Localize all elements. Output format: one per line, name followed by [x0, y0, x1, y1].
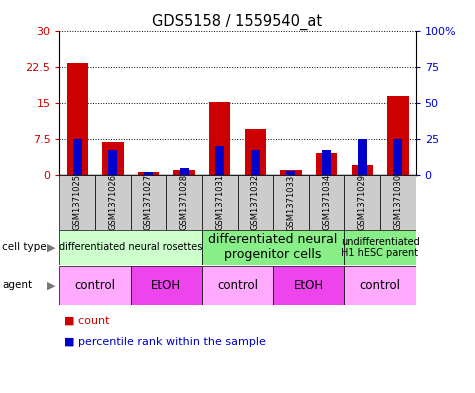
Text: ▶: ▶ [47, 280, 56, 290]
Bar [202, 230, 344, 265]
Text: ■ count: ■ count [64, 315, 110, 325]
Text: GSM1371031: GSM1371031 [215, 174, 224, 230]
Bar [180, 168, 189, 175]
Bar [59, 266, 131, 305]
Text: GSM1371032: GSM1371032 [251, 174, 260, 230]
Bar [131, 266, 202, 305]
Bar [238, 175, 273, 230]
Text: EtOH: EtOH [294, 279, 324, 292]
Bar [138, 171, 159, 175]
Text: GSM1371028: GSM1371028 [180, 174, 189, 230]
Text: GSM1371030: GSM1371030 [393, 174, 402, 230]
Text: GSM1371034: GSM1371034 [322, 174, 331, 230]
Bar [387, 96, 408, 175]
Bar [108, 151, 117, 175]
Text: ■ percentile rank within the sample: ■ percentile rank within the sample [64, 337, 266, 347]
Bar [66, 62, 88, 175]
Bar [309, 175, 344, 230]
Bar [173, 170, 195, 175]
Bar [280, 170, 302, 175]
Bar [59, 175, 95, 230]
Bar [73, 139, 82, 175]
Bar [102, 142, 124, 175]
Bar [286, 171, 295, 175]
Text: GSM1371033: GSM1371033 [286, 174, 295, 231]
Bar [215, 146, 224, 175]
Text: control: control [360, 279, 400, 292]
Bar [245, 129, 266, 175]
Bar [209, 102, 230, 175]
Bar [344, 175, 380, 230]
Bar [59, 230, 202, 265]
Text: GSM1371026: GSM1371026 [108, 174, 117, 230]
Text: agent: agent [2, 280, 32, 290]
Bar [344, 230, 416, 265]
Bar [95, 175, 131, 230]
Bar [131, 175, 166, 230]
Text: EtOH: EtOH [151, 279, 181, 292]
Bar [202, 266, 273, 305]
Bar [316, 153, 337, 175]
Text: control: control [217, 279, 258, 292]
Text: differentiated neural
progenitor cells: differentiated neural progenitor cells [209, 233, 338, 261]
Text: ▶: ▶ [47, 242, 56, 252]
Text: GDS5158 / 1559540_at: GDS5158 / 1559540_at [152, 14, 323, 30]
Bar [166, 175, 202, 230]
Bar [273, 266, 344, 305]
Bar [251, 151, 260, 175]
Bar [380, 175, 416, 230]
Text: differentiated neural rosettes: differentiated neural rosettes [59, 242, 202, 252]
Text: control: control [75, 279, 115, 292]
Bar [358, 139, 367, 175]
Bar [273, 175, 309, 230]
Bar [144, 172, 153, 175]
Bar [352, 165, 373, 175]
Text: GSM1371029: GSM1371029 [358, 174, 367, 230]
Bar [322, 151, 331, 175]
Text: GSM1371025: GSM1371025 [73, 174, 82, 230]
Bar [344, 266, 416, 305]
Bar [393, 139, 402, 175]
Text: cell type: cell type [2, 242, 47, 252]
Text: undifferentiated
H1 hESC parent: undifferentiated H1 hESC parent [341, 237, 419, 258]
Bar [202, 175, 238, 230]
Text: GSM1371027: GSM1371027 [144, 174, 153, 230]
